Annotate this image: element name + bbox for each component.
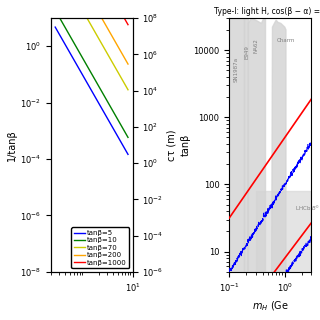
Text: LHCb $B^0$: LHCb $B^0$ bbox=[295, 204, 319, 213]
Title: Type-I: light H, cos(β − α) = 1: Type-I: light H, cos(β − α) = 1 bbox=[214, 7, 320, 16]
Polygon shape bbox=[248, 18, 266, 272]
Polygon shape bbox=[229, 18, 244, 272]
Polygon shape bbox=[272, 20, 286, 272]
Y-axis label: cτ (m): cτ (m) bbox=[166, 129, 176, 161]
Text: Charm: Charm bbox=[277, 38, 295, 43]
Y-axis label: tanβ: tanβ bbox=[180, 134, 190, 156]
Legend: tanβ=5, tanβ=10, tanβ=70, tanβ=200, tanβ=1000: tanβ=5, tanβ=10, tanβ=70, tanβ=200, tanβ… bbox=[71, 227, 129, 268]
X-axis label: $m_H$ (Ge: $m_H$ (Ge bbox=[252, 300, 289, 313]
Text: NA62: NA62 bbox=[253, 38, 258, 53]
Polygon shape bbox=[244, 18, 248, 272]
Y-axis label: 1/tanβ: 1/tanβ bbox=[7, 129, 17, 161]
Polygon shape bbox=[256, 191, 311, 272]
Text: SN1987a: SN1987a bbox=[234, 57, 239, 82]
Text: E949: E949 bbox=[245, 45, 250, 59]
